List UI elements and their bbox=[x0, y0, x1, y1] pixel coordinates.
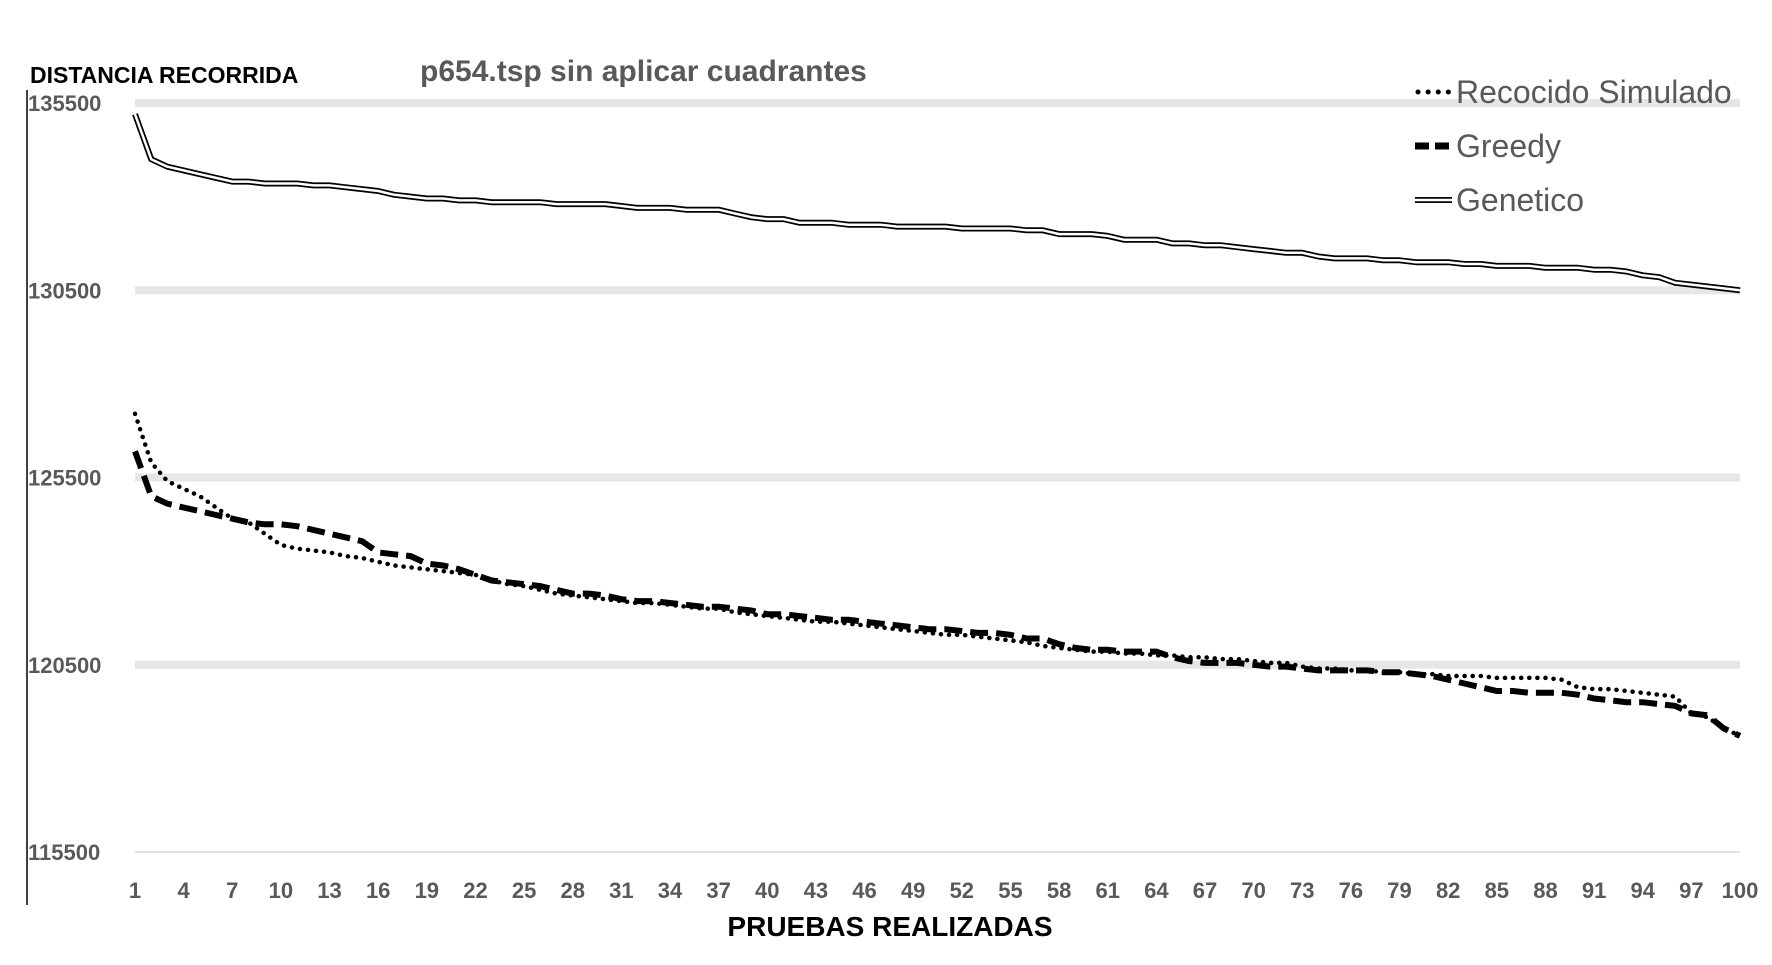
x-tick-label: 67 bbox=[1193, 878, 1217, 903]
legend-item-greedy: Greedy bbox=[1415, 128, 1561, 164]
y-axis-label: DISTANCIA RECORRIDA bbox=[30, 62, 298, 88]
y-tick-label: 115500 bbox=[28, 840, 100, 865]
x-tick-label: 91 bbox=[1582, 878, 1606, 903]
x-tick-label: 46 bbox=[852, 878, 876, 903]
y-tick-label: 120500 bbox=[28, 653, 101, 678]
x-tick-label: 37 bbox=[706, 878, 730, 903]
series-lines bbox=[132, 113, 1743, 739]
series-line-greedy bbox=[132, 450, 1742, 739]
y-tick-label: 130500 bbox=[28, 278, 101, 303]
x-tick-label: 58 bbox=[1047, 878, 1071, 903]
series-line-recocido-simulado bbox=[132, 411, 1743, 739]
gridlines bbox=[26, 90, 1740, 905]
x-tick-label: 31 bbox=[609, 878, 633, 903]
chart-title: p654.tsp sin aplicar cuadrantes bbox=[420, 55, 867, 88]
legend-item-recocido-simulado: Recocido Simulado bbox=[1415, 74, 1732, 110]
x-tick-label: 73 bbox=[1290, 878, 1314, 903]
x-tick-label: 28 bbox=[560, 878, 584, 903]
legend-label: Greedy bbox=[1456, 128, 1561, 164]
x-tick-label: 4 bbox=[178, 878, 191, 903]
x-tick-label: 76 bbox=[1339, 878, 1363, 903]
x-tick-label: 52 bbox=[950, 878, 974, 903]
x-tick-label: 55 bbox=[998, 878, 1022, 903]
y-tick-label: 125500 bbox=[28, 466, 101, 491]
x-tick-label: 25 bbox=[512, 878, 536, 903]
y-tick-label: 135500 bbox=[28, 91, 101, 116]
x-tick-label: 19 bbox=[415, 878, 439, 903]
x-tick-label: 88 bbox=[1533, 878, 1557, 903]
x-tick-label: 85 bbox=[1485, 878, 1509, 903]
legend-label: Genetico bbox=[1456, 182, 1584, 218]
x-tick-label: 10 bbox=[269, 878, 293, 903]
x-tick-label: 13 bbox=[317, 878, 341, 903]
x-axis-ticks: 1 4 7 10 13 16 19 22 25 28 31 34 37 40 43 46 49 52 55 58 61 6… bbox=[129, 878, 1758, 903]
x-tick-label: 34 bbox=[658, 878, 683, 903]
x-tick-label: 70 bbox=[1241, 878, 1265, 903]
x-tick-label: 16 bbox=[366, 878, 390, 903]
x-tick-label: 97 bbox=[1679, 878, 1703, 903]
x-tick-label: 7 bbox=[226, 878, 238, 903]
x-tick-label: 100 bbox=[1722, 878, 1759, 903]
x-tick-label: 22 bbox=[463, 878, 487, 903]
x-tick-label: 61 bbox=[1095, 878, 1119, 903]
x-tick-label: 82 bbox=[1436, 878, 1460, 903]
x-tick-label: 94 bbox=[1630, 878, 1655, 903]
legend-label: Recocido Simulado bbox=[1456, 74, 1732, 110]
x-tick-label: 1 bbox=[129, 878, 141, 903]
x-tick-label: 43 bbox=[804, 878, 828, 903]
x-tick-label: 79 bbox=[1387, 878, 1411, 903]
legend-item-genetico: Genetico bbox=[1415, 182, 1584, 218]
legend: Recocido Simulado Greedy Genetico bbox=[1415, 74, 1732, 218]
x-axis-label: PRUEBAS REALIZADAS bbox=[727, 911, 1052, 942]
x-tick-label: 49 bbox=[901, 878, 925, 903]
x-tick-label: 40 bbox=[755, 878, 779, 903]
y-axis-ticks: 135500 130500 125500 120500 115500 bbox=[28, 91, 101, 865]
x-tick-label: 64 bbox=[1144, 878, 1169, 903]
series-line-genetico-inner bbox=[133, 113, 1741, 292]
